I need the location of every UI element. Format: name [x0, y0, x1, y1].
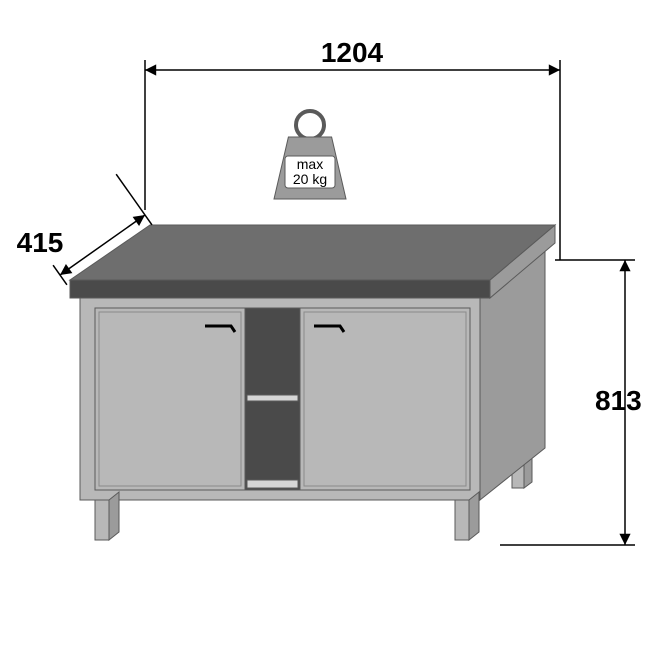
- dimension-depth: 415: [17, 227, 64, 258]
- dimension-width: 1204: [321, 37, 384, 68]
- weight-max-line1: max: [297, 156, 323, 172]
- weight-max-line2: 20 kg: [293, 171, 327, 187]
- dimension-height: 813: [595, 385, 642, 416]
